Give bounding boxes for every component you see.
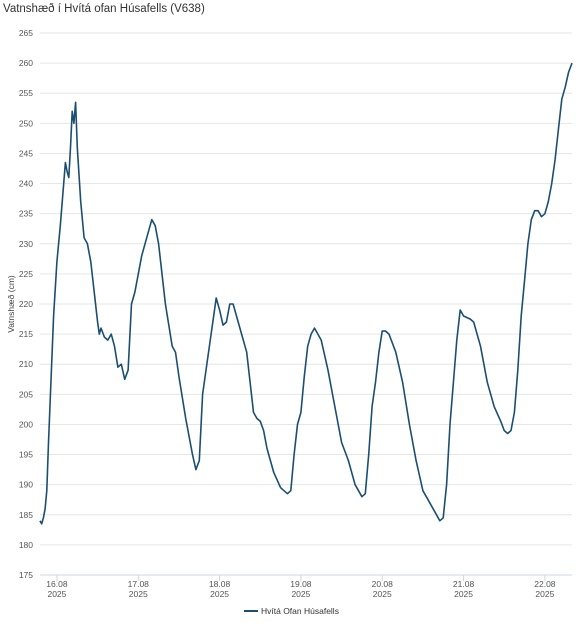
y-tick-label: 185 bbox=[19, 510, 33, 520]
x-tick-label: 21.08 bbox=[453, 579, 475, 589]
x-tick-year: 2025 bbox=[129, 589, 148, 599]
y-tick-label: 235 bbox=[19, 209, 33, 219]
x-tick-label: 20.08 bbox=[372, 579, 394, 589]
x-tick-label: 22.08 bbox=[534, 579, 556, 589]
y-tick-label: 175 bbox=[19, 570, 33, 580]
x-tick-year: 2025 bbox=[47, 589, 66, 599]
grid-lines bbox=[40, 32, 572, 546]
series-group bbox=[39, 62, 573, 525]
y-tick-label: 265 bbox=[19, 28, 33, 38]
x-tick-year: 2025 bbox=[535, 589, 554, 599]
y-tick-label: 215 bbox=[19, 329, 33, 339]
x-tick-year: 2025 bbox=[291, 589, 310, 599]
x-tick-year: 2025 bbox=[210, 589, 229, 599]
y-tick-label: 245 bbox=[19, 148, 33, 158]
y-tick-label: 195 bbox=[19, 450, 33, 460]
y-tick-label: 180 bbox=[19, 540, 33, 550]
x-tick-year: 2025 bbox=[373, 589, 392, 599]
x-tick-year: 2025 bbox=[454, 589, 473, 599]
x-tick-label: 17.08 bbox=[128, 579, 150, 589]
y-tick-label: 220 bbox=[19, 299, 33, 309]
y-tick-label: 190 bbox=[19, 480, 33, 490]
y-tick-label: 240 bbox=[19, 179, 33, 189]
y-axis-ticks: 175 180 185 190 195 200 205 210 215 220 225 230 235 2… bbox=[19, 28, 33, 580]
y-axis-label: Vatnshæð (cm) bbox=[6, 275, 16, 333]
x-axis-ticks: 16.08202517.08202518.08202519.08202520.0… bbox=[46, 575, 556, 599]
series-line bbox=[39, 62, 573, 525]
y-tick-label: 200 bbox=[19, 419, 33, 429]
y-tick-label: 255 bbox=[19, 88, 33, 98]
x-tick-label: 16.08 bbox=[46, 579, 68, 589]
y-tick-label: 205 bbox=[19, 389, 33, 399]
legend[interactable]: Hvítá Ofan Húsafells bbox=[244, 606, 339, 616]
y-tick-label: 250 bbox=[19, 118, 33, 128]
chart-title: Vatnshæð í Hvítá ofan Húsafells (V638) bbox=[3, 3, 205, 15]
y-tick-label: 230 bbox=[19, 239, 33, 249]
y-tick-label: 225 bbox=[19, 269, 33, 279]
y-tick-label: 260 bbox=[19, 58, 33, 68]
x-tick-label: 19.08 bbox=[290, 579, 312, 589]
x-tick-label: 18.08 bbox=[209, 579, 231, 589]
legend-label: Hvítá Ofan Húsafells bbox=[261, 606, 339, 616]
y-tick-label: 210 bbox=[19, 359, 33, 369]
